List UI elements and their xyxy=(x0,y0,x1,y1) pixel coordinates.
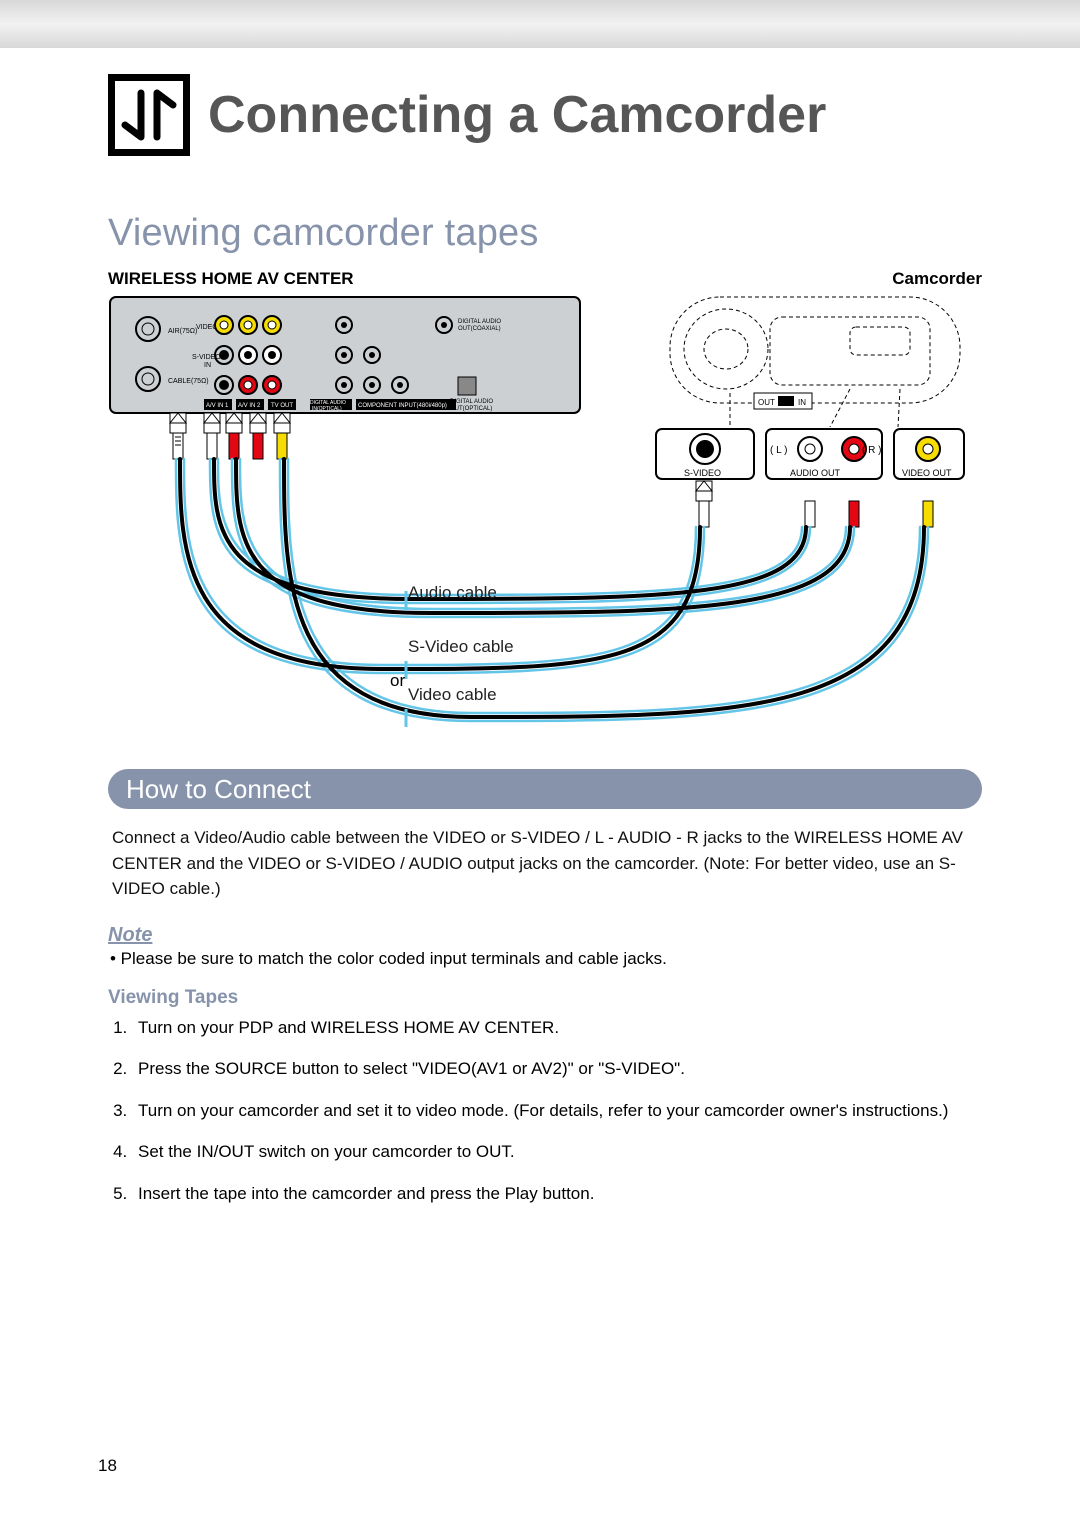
step-item: Turn on your camcorder and set it to vid… xyxy=(132,1098,982,1124)
video-cable-label: Video cable xyxy=(408,685,514,705)
camcorder-ports: S-VIDEO ( L ) ( R ) AUDIO OUT VIDEO OUT xyxy=(656,429,964,479)
how-to-connect-heading: How to Connect xyxy=(108,769,982,809)
svg-text:TV OUT: TV OUT xyxy=(271,403,293,409)
step-item: Set the IN/OUT switch on your camcorder … xyxy=(132,1139,982,1165)
svg-text:( R ): ( R ) xyxy=(862,445,881,456)
page-number: 18 xyxy=(98,1456,117,1476)
svg-text:AUDIO OUT: AUDIO OUT xyxy=(790,468,841,478)
subtitle: Viewing camcorder tapes xyxy=(108,212,982,255)
right-device-label: Camcorder xyxy=(892,269,982,289)
top-brushed-band xyxy=(0,0,1080,48)
connection-diagram: AIR(75Ω) CABLE(75Ω) VIDEO DIGITAL AUDIO xyxy=(108,293,982,751)
svg-text:IN: IN xyxy=(204,362,211,369)
or-label: or xyxy=(390,671,405,691)
av-center: AIR(75Ω) CABLE(75Ω) VIDEO DIGITAL AUDIO xyxy=(110,297,580,413)
svg-text:DIGITAL AUDIO: DIGITAL AUDIO xyxy=(450,399,493,405)
svg-text:VIDEO OUT: VIDEO OUT xyxy=(902,468,952,478)
step-item: Turn on your PDP and WIRELESS HOME AV CE… xyxy=(132,1015,982,1041)
svg-text:AIR(75Ω): AIR(75Ω) xyxy=(168,328,197,335)
title-row: Connecting a Camcorder xyxy=(108,74,982,156)
svg-text:IN(OPTICAL): IN(OPTICAL) xyxy=(312,406,342,412)
note-text: • Please be sure to match the color code… xyxy=(108,949,982,969)
page-content: Connecting a Camcorder Viewing camcorder… xyxy=(0,48,1080,1206)
cable-labels: Audio cable S-Video cable Video cable xyxy=(408,583,514,739)
svg-text:OUT(OPTICAL): OUT(OPTICAL) xyxy=(450,406,492,412)
viewing-tapes-heading: Viewing Tapes xyxy=(108,987,982,1009)
svideo-cable-label: S-Video cable xyxy=(408,637,514,657)
svg-text:DIGITAL AUDIO: DIGITAL AUDIO xyxy=(458,319,501,325)
svg-text:A/V IN 1: A/V IN 1 xyxy=(206,403,229,409)
svg-text:A/V IN 2: A/V IN 2 xyxy=(238,403,261,409)
note-label: Note xyxy=(108,924,982,947)
svg-text:( L ): ( L ) xyxy=(770,445,787,456)
step-item: Insert the tape into the camcorder and p… xyxy=(132,1181,982,1207)
svg-text:OUT: OUT xyxy=(758,398,775,407)
svg-text:CABLE(75Ω): CABLE(75Ω) xyxy=(168,378,209,385)
viewing-tapes-steps: Turn on your PDP and WIRELESS HOME AV CE… xyxy=(108,1015,982,1207)
how-to-connect-text: Connect a Video/Audio cable between the … xyxy=(108,825,982,902)
camcorder: OUT IN xyxy=(670,297,960,427)
device-labels: WIRELESS HOME AV CENTER Camcorder xyxy=(108,269,982,289)
connection-icon xyxy=(108,74,190,156)
svg-text:COMPONENT INPUT(480i/480p): COMPONENT INPUT(480i/480p) xyxy=(358,403,447,409)
step-item: Press the SOURCE button to select "VIDEO… xyxy=(132,1056,982,1082)
svg-text:IN: IN xyxy=(798,398,806,407)
audio-cable-label: Audio cable xyxy=(408,583,514,603)
svg-text:S-VIDEO: S-VIDEO xyxy=(684,468,721,478)
svg-text:OUT(COAXIAL): OUT(COAXIAL) xyxy=(458,326,501,332)
left-device-label: WIRELESS HOME AV CENTER xyxy=(108,269,354,289)
page-title: Connecting a Camcorder xyxy=(208,85,826,145)
